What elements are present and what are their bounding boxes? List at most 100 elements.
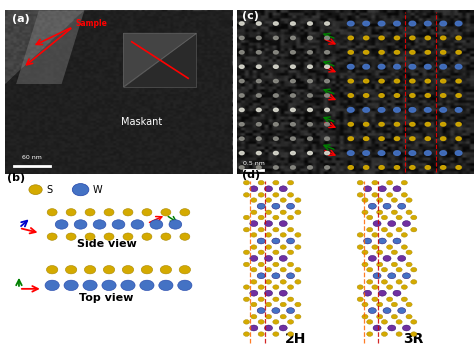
Circle shape — [244, 228, 249, 232]
Circle shape — [272, 238, 280, 244]
Circle shape — [367, 228, 373, 232]
Circle shape — [362, 302, 368, 307]
Circle shape — [273, 228, 279, 232]
Circle shape — [161, 233, 171, 240]
Circle shape — [376, 210, 383, 214]
Circle shape — [325, 65, 329, 68]
Circle shape — [258, 262, 264, 267]
Circle shape — [244, 180, 249, 185]
Circle shape — [440, 166, 446, 169]
Circle shape — [372, 245, 378, 249]
Circle shape — [379, 94, 384, 97]
Circle shape — [291, 79, 295, 83]
Circle shape — [161, 208, 171, 216]
Circle shape — [258, 285, 264, 290]
Circle shape — [364, 238, 372, 244]
Circle shape — [308, 137, 312, 140]
Polygon shape — [5, 10, 84, 84]
Circle shape — [364, 36, 369, 40]
Circle shape — [381, 267, 388, 272]
Circle shape — [364, 186, 372, 192]
Circle shape — [379, 137, 384, 141]
Circle shape — [265, 232, 272, 237]
Circle shape — [425, 151, 431, 155]
Circle shape — [273, 151, 278, 155]
Circle shape — [273, 79, 278, 83]
Circle shape — [388, 273, 396, 279]
Circle shape — [273, 215, 279, 220]
Circle shape — [295, 198, 301, 203]
Circle shape — [256, 36, 261, 40]
Circle shape — [383, 308, 391, 314]
Circle shape — [362, 210, 368, 214]
Circle shape — [258, 319, 264, 324]
Circle shape — [287, 228, 294, 232]
Circle shape — [425, 94, 430, 97]
Circle shape — [372, 192, 378, 197]
Circle shape — [258, 332, 264, 336]
Circle shape — [251, 210, 257, 214]
Circle shape — [398, 255, 406, 261]
Circle shape — [440, 36, 446, 40]
Circle shape — [367, 280, 373, 284]
Circle shape — [381, 228, 388, 232]
Circle shape — [74, 220, 87, 229]
Circle shape — [325, 22, 329, 25]
Circle shape — [394, 36, 400, 40]
Circle shape — [47, 233, 57, 240]
Circle shape — [239, 65, 244, 68]
Circle shape — [393, 151, 400, 155]
Circle shape — [239, 22, 244, 25]
Circle shape — [64, 280, 78, 291]
Circle shape — [244, 192, 249, 197]
Circle shape — [364, 166, 369, 169]
Circle shape — [273, 51, 278, 54]
Circle shape — [244, 332, 249, 336]
Circle shape — [273, 262, 279, 267]
Circle shape — [425, 108, 431, 112]
Circle shape — [258, 228, 264, 232]
Circle shape — [406, 250, 412, 255]
Circle shape — [258, 297, 264, 301]
Circle shape — [410, 122, 415, 126]
Circle shape — [387, 232, 392, 237]
Circle shape — [257, 308, 265, 314]
Circle shape — [295, 210, 301, 214]
Circle shape — [425, 36, 430, 40]
Circle shape — [394, 94, 400, 97]
Circle shape — [368, 203, 376, 209]
Circle shape — [142, 208, 152, 216]
Circle shape — [265, 267, 272, 272]
Circle shape — [258, 180, 264, 185]
Circle shape — [406, 315, 412, 319]
Circle shape — [373, 325, 381, 331]
Circle shape — [348, 50, 353, 54]
Circle shape — [425, 64, 431, 69]
Circle shape — [410, 166, 415, 169]
Circle shape — [280, 280, 286, 284]
Circle shape — [291, 36, 295, 40]
Circle shape — [273, 192, 279, 197]
Circle shape — [401, 297, 407, 301]
Circle shape — [440, 137, 446, 141]
Circle shape — [273, 332, 279, 336]
Circle shape — [440, 50, 446, 54]
Circle shape — [362, 315, 368, 319]
Circle shape — [455, 151, 462, 155]
Circle shape — [393, 290, 401, 296]
Circle shape — [368, 308, 376, 314]
Circle shape — [372, 180, 378, 185]
Circle shape — [178, 280, 192, 291]
Text: (a): (a) — [11, 14, 29, 24]
Circle shape — [250, 290, 258, 296]
Circle shape — [455, 108, 462, 112]
Circle shape — [379, 122, 384, 126]
Circle shape — [295, 315, 301, 319]
Circle shape — [401, 232, 407, 237]
Circle shape — [348, 137, 353, 141]
Circle shape — [372, 232, 378, 237]
Circle shape — [55, 220, 68, 229]
Circle shape — [367, 267, 373, 272]
Circle shape — [244, 319, 249, 324]
Circle shape — [362, 198, 368, 203]
